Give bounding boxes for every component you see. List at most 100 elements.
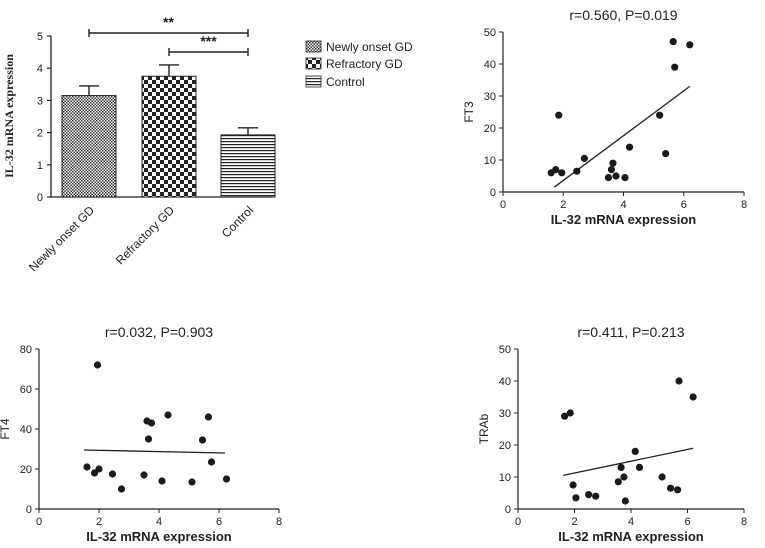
- scatter-y-axis-label: FT4: [0, 418, 12, 440]
- scatter-x-tick-label: 0: [500, 199, 506, 211]
- scatter-point: [573, 167, 581, 175]
- scatter-point: [207, 458, 216, 466]
- scatter-x-tick-label: 2: [96, 516, 102, 528]
- scatter-title: r=0.411, P=0.213: [577, 324, 684, 340]
- legend-swatch-control: [305, 75, 322, 88]
- scatter-y-tick-label: 40: [20, 424, 32, 436]
- scatter-point: [204, 413, 213, 421]
- scatter-point: [222, 475, 231, 483]
- scatter-point: [566, 409, 574, 417]
- scatter-y-tick-label: 0: [26, 504, 32, 516]
- scatter-title: r=0.032, P=0.903: [105, 324, 213, 340]
- scatter-y-tick-label: 60: [20, 384, 32, 396]
- scatter-point: [635, 463, 644, 471]
- legend-label-newly-onset: Newly onset GD: [326, 40, 413, 54]
- scatter-x-tick-label: 6: [684, 516, 690, 528]
- scatter-point: [669, 38, 677, 46]
- scatter-x-axis-label: IL-32 mRNA expression: [86, 529, 232, 544]
- scatter-point: [689, 393, 697, 401]
- scatter-x-tick-label: 8: [741, 199, 747, 211]
- scatter-y-tick-label: 30: [499, 408, 511, 420]
- scatter-x-tick-label: 4: [620, 199, 626, 211]
- significance-label: **: [163, 14, 174, 30]
- scatter-point: [617, 463, 625, 471]
- scatter-y-tick-label: 10: [484, 155, 496, 167]
- scatter-point: [612, 172, 620, 180]
- ft4-scatter-panel: r=0.032, P=0.903 0 20 40 60 80 0 2 4 6 8 IL-32 mRNA…: [0, 324, 282, 544]
- scatter-y-tick-label: 50: [499, 344, 511, 356]
- scatter-x-axis-label: IL-32 mRNA expression: [551, 212, 697, 227]
- scatter-point: [558, 169, 566, 177]
- scatter-x-tick-label: 8: [741, 516, 747, 528]
- trab-scatter-panel: r=0.411, P=0.213 0 10 20 30 40 50 0 2 4 6 8 IL-32 mR…: [477, 324, 747, 544]
- scatter-point: [686, 41, 694, 49]
- bar-y-axis-label: IL-32 mRNA expression: [2, 54, 16, 178]
- scatter-y-axis-label: FT3: [462, 101, 476, 123]
- scatter-x-tick-label: 2: [560, 199, 566, 211]
- bar-y-tick-label: 3: [37, 95, 43, 107]
- ft3-scatter-panel: r=0.560, P=0.019 0 10 20 30 40 50 0 2 4 6 8 IL-32 mR…: [462, 7, 747, 227]
- bar-x-tick-label: Control: [219, 203, 256, 240]
- bar-2: [141, 75, 197, 198]
- legend-swatch-newly-onset: [305, 40, 322, 53]
- scatter-point: [614, 478, 622, 486]
- scatter-x-axis-label: IL-32 mRNA expression: [558, 529, 704, 544]
- scatter-title: r=0.560, P=0.019: [569, 7, 677, 23]
- bar-y-tick-label: 0: [37, 192, 43, 204]
- scatter-point: [585, 491, 593, 499]
- scatter-point: [95, 465, 103, 473]
- scatter-y-tick-label: 50: [484, 27, 496, 39]
- regression-line: [563, 447, 694, 477]
- scatter-point: [662, 150, 670, 158]
- scatter-point: [580, 154, 588, 162]
- scatter-point: [117, 485, 126, 493]
- legend-swatch-refractory: [305, 57, 322, 70]
- scatter-point: [164, 411, 172, 419]
- scatter-y-tick-label: 10: [499, 472, 511, 484]
- scatter-x-tick-label: 2: [571, 516, 577, 528]
- bar-y-tick-label: 1: [37, 160, 43, 172]
- scatter-point: [666, 484, 675, 492]
- bar-3: [220, 134, 276, 198]
- scatter-y-axis-label: TRAb: [477, 413, 491, 444]
- scatter-point: [555, 111, 563, 119]
- scatter-point: [569, 481, 577, 489]
- scatter-y-tick-label: 20: [499, 440, 511, 452]
- scatter-x-tick-label: 4: [628, 516, 634, 528]
- scatter-point: [108, 470, 117, 478]
- scatter-x-tick-label: 6: [216, 516, 222, 528]
- scatter-y-tick-label: 20: [484, 123, 496, 135]
- significance-label: ***: [200, 33, 217, 49]
- scatter-point: [671, 63, 679, 71]
- scatter-point: [144, 435, 153, 443]
- scatter-y-tick-label: 20: [20, 464, 32, 476]
- scatter-point: [158, 477, 166, 485]
- scatter-y-tick-label: 0: [490, 187, 496, 199]
- scatter-point: [188, 478, 196, 486]
- scatter-point: [609, 159, 617, 167]
- scatter-x-tick-label: 0: [515, 516, 521, 528]
- scatter-point: [656, 111, 664, 119]
- scatter-point: [625, 143, 634, 151]
- bar-y-tick-label: 2: [37, 128, 43, 140]
- bar-y-tick-label: 5: [37, 31, 43, 43]
- scatter-point: [658, 473, 666, 481]
- scatter-point: [592, 492, 600, 500]
- scatter-point: [674, 486, 682, 494]
- scatter-point: [620, 473, 628, 481]
- bar-chart-panel: IL-32 mRNA expression 0 1 2 3 4 5 Newly onset…: [2, 14, 413, 274]
- bar-y-tick-label: 4: [37, 63, 43, 75]
- regression-line: [83, 449, 226, 454]
- scatter-point: [675, 377, 683, 385]
- scatter-point: [604, 174, 613, 182]
- scatter-y-tick-label: 40: [499, 376, 511, 388]
- scatter-point: [552, 166, 560, 174]
- legend-label-refractory: Refractory GD: [326, 57, 403, 71]
- scatter-x-tick-label: 8: [276, 516, 282, 528]
- scatter-point: [147, 419, 156, 427]
- scatter-point: [621, 497, 629, 505]
- scatter-point: [572, 494, 580, 502]
- scatter-point: [607, 166, 616, 174]
- scatter-y-tick-label: 80: [20, 344, 32, 356]
